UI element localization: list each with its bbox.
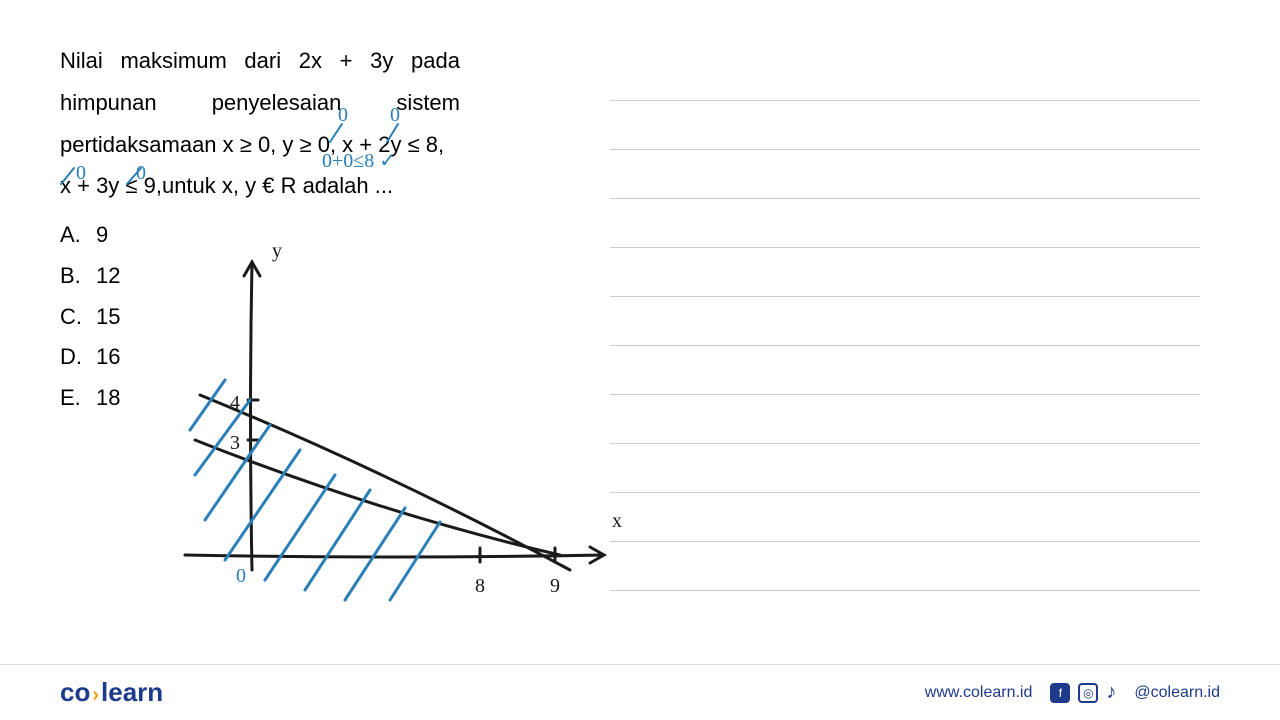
answer-list: A. 9 B. 12 C. 15 D. 16 E. 18 [60,215,460,418]
answer-c: C. 15 [60,297,460,338]
footer-right: www.colearn.id f ◎ ♪ @colearn.id [925,681,1220,704]
tiktok-icon: ♪ [1106,681,1116,704]
answer-b: B. 12 [60,256,460,297]
logo-arrow-icon: › [92,684,99,707]
ruled-line [610,394,1200,443]
ruled-line [610,590,1200,639]
ruled-line [610,541,1200,590]
question-content: Nilai maksimum dari 2x + 3y pada himpuna… [60,40,460,419]
social-icons: f ◎ ♪ [1050,681,1116,704]
ruled-line [610,149,1200,198]
footer-handle: @colearn.id [1134,684,1220,702]
q-line: Nilai maksimum dari 2x + 3y pada [60,40,460,82]
facebook-icon: f [1050,683,1070,703]
ruled-line [610,345,1200,394]
answer-d: D. 16 [60,337,460,378]
ruled-lines [610,100,1200,639]
footer: co › learn www.colearn.id f ◎ ♪ @colearn… [0,664,1280,720]
q-line: himpunan penyelesaian sistem [60,82,460,124]
q-line: x + 3y ≤ 9,untuk x, y € R adalah ... [60,165,460,207]
colearn-logo: co › learn [60,677,163,708]
answer-a: A. 9 [60,215,460,256]
ruled-line [610,296,1200,345]
ruled-line [610,443,1200,492]
ruled-line [610,492,1200,541]
instagram-icon: ◎ [1078,683,1098,703]
ruled-line [610,100,1200,149]
q-line: pertidaksamaan x ≥ 0, y ≥ 0, x + 2y ≤ 8, [60,124,460,166]
footer-url: www.colearn.id [925,684,1033,702]
answer-e: E. 18 [60,378,460,419]
question-text: Nilai maksimum dari 2x + 3y pada himpuna… [60,40,460,207]
ruled-line [610,198,1200,247]
ruled-line [610,247,1200,296]
